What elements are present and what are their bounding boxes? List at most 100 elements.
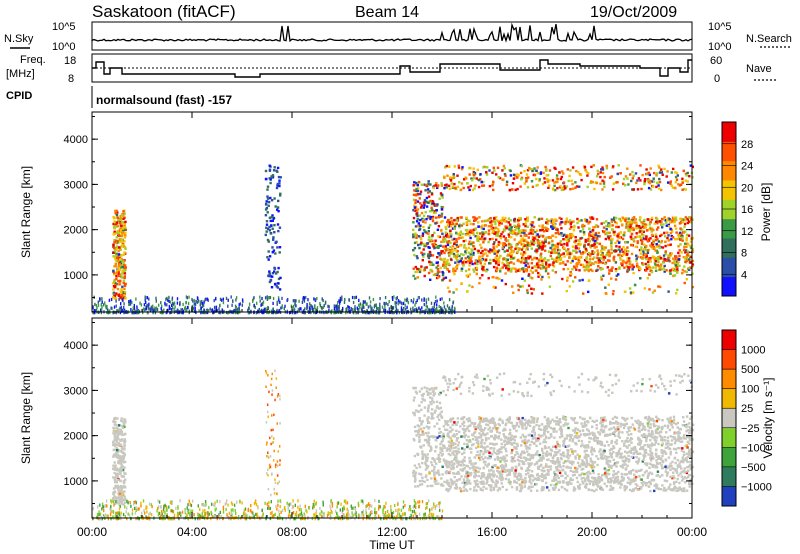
velocity-point xyxy=(438,427,441,431)
power-point xyxy=(485,270,488,273)
velocity-point xyxy=(618,430,621,434)
power-point xyxy=(482,180,485,184)
power-point xyxy=(511,285,514,288)
power-point xyxy=(632,174,635,177)
power-clutter-point xyxy=(279,300,281,304)
power-point xyxy=(458,216,462,219)
power-point xyxy=(502,242,505,245)
power-point xyxy=(521,231,524,234)
power-point xyxy=(610,218,614,221)
power-point xyxy=(565,289,568,293)
power-point xyxy=(124,220,127,224)
power-point xyxy=(624,248,627,251)
power-point xyxy=(469,184,472,188)
velocity-point xyxy=(117,460,120,463)
power-point xyxy=(278,288,282,291)
power-scatter-layer xyxy=(92,164,695,315)
power-point xyxy=(687,216,691,219)
velocity-point xyxy=(420,408,423,412)
power-point xyxy=(450,217,453,220)
power-point xyxy=(415,187,418,191)
power-point xyxy=(591,217,595,220)
velocity-point xyxy=(119,461,123,464)
power-clutter-point xyxy=(297,307,300,312)
power-point xyxy=(567,179,570,183)
power-clutter-point xyxy=(207,298,209,302)
power-point xyxy=(464,239,467,242)
power-point xyxy=(652,245,655,249)
velocity-point xyxy=(113,502,117,505)
power-clutter-point xyxy=(272,301,274,305)
velocity-point xyxy=(115,446,118,450)
power-point xyxy=(608,223,611,227)
power-clutter-point xyxy=(374,303,376,307)
power-point xyxy=(116,231,119,234)
power-point xyxy=(674,175,678,179)
power-point xyxy=(518,247,522,251)
power-point xyxy=(441,232,444,235)
power-point xyxy=(658,267,662,271)
power-point xyxy=(114,225,118,228)
velocity-point xyxy=(112,426,116,430)
power-clutter-point xyxy=(304,311,306,315)
velocity-point xyxy=(413,475,417,478)
power-point xyxy=(581,278,584,282)
power-point xyxy=(427,180,430,183)
power-point xyxy=(592,262,595,266)
power-point xyxy=(525,173,529,176)
power-point xyxy=(427,253,430,256)
power-point xyxy=(496,166,500,169)
power-point xyxy=(677,232,681,235)
power-point xyxy=(481,231,484,234)
power-point xyxy=(679,217,682,220)
velocity-point xyxy=(423,414,426,417)
power-point xyxy=(588,227,591,230)
power-clutter-point xyxy=(148,302,150,306)
power-point xyxy=(113,249,117,252)
power-point xyxy=(273,231,276,234)
power-point xyxy=(116,211,119,214)
power-point xyxy=(549,236,552,239)
power-point xyxy=(558,242,561,245)
power-point xyxy=(644,237,647,241)
power-point xyxy=(577,247,581,250)
power-point xyxy=(691,236,694,240)
power-point xyxy=(560,232,563,235)
power-point xyxy=(525,259,528,263)
power-point xyxy=(520,261,523,264)
power-point xyxy=(647,237,650,241)
power-clutter-point xyxy=(268,296,270,300)
power-point xyxy=(657,259,660,262)
power-point xyxy=(669,243,672,246)
power-point xyxy=(649,267,652,270)
power-clutter-point xyxy=(154,311,157,315)
power-point xyxy=(607,236,610,240)
power-point xyxy=(509,257,512,261)
power-point xyxy=(447,219,450,222)
power-point xyxy=(644,225,647,228)
power-point xyxy=(505,183,509,186)
power-point xyxy=(547,272,550,275)
power-point xyxy=(414,270,417,274)
power-point xyxy=(671,236,675,239)
power-point xyxy=(115,283,119,286)
power-point xyxy=(629,265,632,269)
power-point xyxy=(477,239,480,243)
power-point xyxy=(512,230,516,233)
velocity-point xyxy=(416,430,420,434)
power-point xyxy=(606,232,609,235)
power-point xyxy=(115,277,118,281)
power-clutter-point xyxy=(264,309,266,313)
power-clutter-point xyxy=(200,306,202,310)
power-point xyxy=(543,177,546,180)
power-point xyxy=(597,231,600,235)
power-clutter-point xyxy=(343,300,346,304)
power-point xyxy=(508,225,511,229)
power-point xyxy=(525,219,528,223)
power-point xyxy=(460,216,463,219)
power-point xyxy=(530,226,533,229)
power-point xyxy=(520,248,524,251)
power-clutter-point xyxy=(453,306,456,310)
power-point xyxy=(607,283,610,286)
power-point xyxy=(519,285,522,288)
